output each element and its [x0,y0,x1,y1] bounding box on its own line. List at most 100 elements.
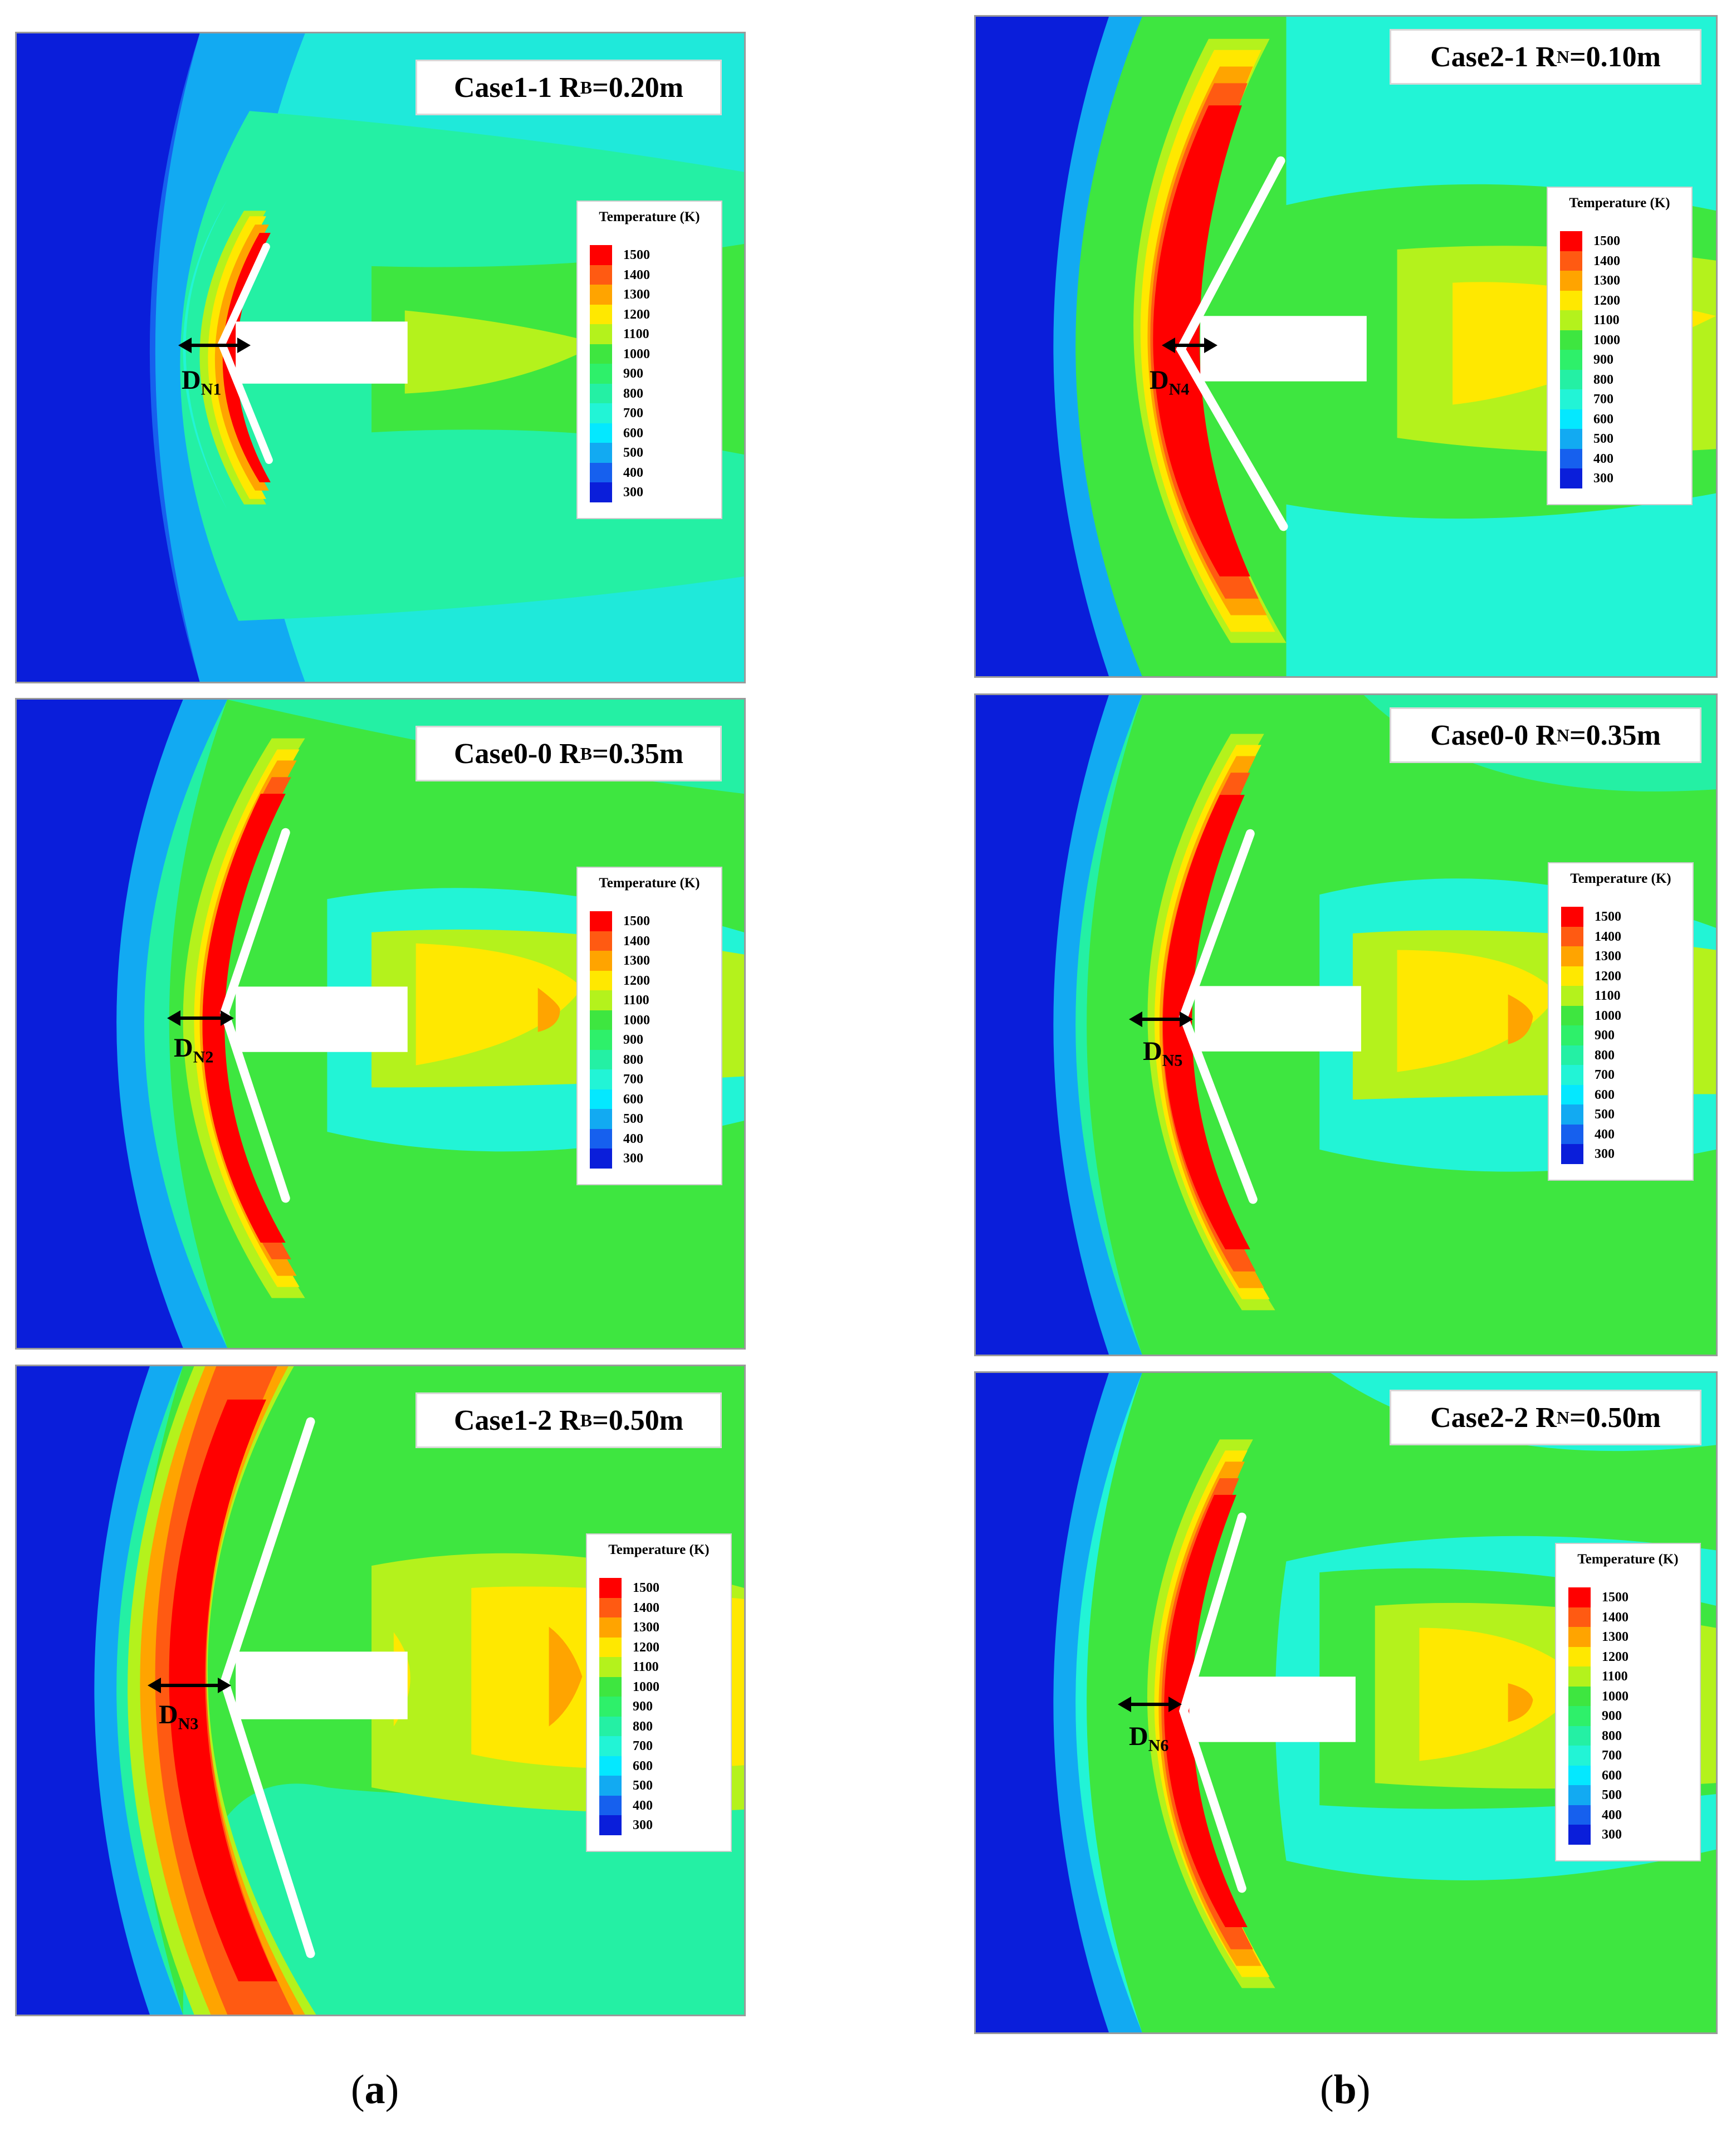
legend-swatch [599,1776,622,1796]
legend-swatch [599,1756,622,1776]
legend-label: 600 [623,1092,643,1107]
legend-label: 700 [1602,1748,1622,1763]
thickness-label-main: D [1129,1722,1148,1751]
legend-label: 1400 [1595,929,1621,944]
legend-label: 1500 [1595,910,1621,924]
legend-swatch [590,1010,612,1030]
legend-swatch [1560,231,1582,251]
legend-swatch [1568,1805,1591,1825]
legend-swatch [1561,1045,1583,1065]
panel-title: Case1-2 R B =0.50m [415,1392,722,1448]
legend-label: 1000 [1593,333,1620,348]
legend-swatch [1560,330,1582,350]
panel-case1-1: Case1-1 R B =0.20m DN1 Temperature (K) 1500… [15,32,746,683]
legend-swatch [590,990,612,1010]
legend-label: 300 [1593,471,1613,486]
thickness-label: DN1 [182,365,221,399]
panel-case0-0-b: Case0-0 R N =0.35m DN5 Temperature (K) 1500… [974,693,1718,1356]
caption-b-letter: b [1333,2067,1357,2113]
legend-label: 700 [633,1739,653,1753]
legend-label: 800 [1602,1728,1622,1743]
legend-swatch [1568,1825,1591,1845]
legend-label: 1000 [1602,1689,1629,1704]
title-tail: =0.35m [1569,719,1661,751]
temperature-field [17,700,744,1348]
legend-label: 1300 [633,1620,659,1635]
legend-label: 900 [1593,353,1613,367]
panel-case0-0-a: Case0-0 R B =0.35m DN2 Temperature (K) 1500… [15,698,746,1350]
legend-swatch [590,1049,612,1069]
legend-label: 1500 [1602,1590,1629,1605]
temperature-legend: Temperature (K) 1500 1400 1300 1200 1100 1000 9… [576,201,722,519]
temperature-field [976,695,1716,1355]
legend-swatch [599,1716,622,1736]
legend-swatch [1561,926,1583,946]
title-tail: =0.50m [592,1404,684,1436]
legend-swatch [599,1657,622,1677]
title-text: Case2-1 R [1430,41,1557,73]
legend-label: 1500 [1593,234,1620,248]
thickness-label-sub: N1 [201,380,222,399]
legend-label: 400 [623,1131,643,1146]
temperature-legend: Temperature (K) 1500 1400 1300 1200 1100 1000 9… [1547,187,1693,505]
legend-label: 500 [623,1112,643,1126]
legend-swatch [1560,448,1582,468]
legend-swatch [590,245,612,265]
legend-label: 300 [623,485,643,500]
legend-label: 500 [623,446,643,460]
legend-label: 900 [623,366,643,381]
legend-label: 1100 [1595,989,1621,1003]
legend-swatch [590,462,612,482]
legend-swatch [590,1089,612,1109]
legend-label: 1400 [1593,253,1620,268]
legend-swatch [1568,1726,1591,1746]
legend-swatch [590,443,612,463]
legend-swatch [599,1597,622,1617]
legend-swatch [599,1815,622,1835]
title-subscript: B [580,1410,593,1430]
legend-label: 1200 [1593,293,1620,308]
legend-swatch [1561,907,1583,927]
legend-label: 1100 [633,1660,659,1674]
panel-case2-2: Case2-2 R N =0.50m DN6 Temperature (K) 1500… [974,1371,1718,2034]
temperature-legend: Temperature (K) 1500 1400 1300 1200 1100 1000 9… [1548,862,1694,1181]
legend-label: 400 [1593,451,1613,466]
legend-swatch [1561,1144,1583,1164]
title-text: Case0-0 R [453,737,580,770]
legend-label: 300 [633,1818,653,1832]
legend-title: Temperature (K) [1577,1552,1679,1567]
legend-swatch [590,403,612,423]
legend-swatch [1560,290,1582,310]
legend-swatch [1568,1686,1591,1706]
legend-label: 900 [1602,1709,1622,1723]
thickness-label-main: D [159,1700,178,1729]
legend-label: 1100 [623,327,649,341]
legend-label: 500 [633,1778,653,1793]
panel-case1-2: Case1-2 R B =0.50m DN3 Temperature (K) 1500… [15,1365,746,2016]
double-arrow-icon [1129,1011,1193,1027]
legend-swatch [1560,429,1582,449]
title-subscript: N [1556,46,1569,67]
double-arrow-icon [148,1678,231,1693]
thickness-label: DN2 [174,1033,213,1067]
legend-swatch [1561,986,1583,1006]
title-tail: =0.20m [592,71,684,104]
legend-label: 1000 [633,1679,659,1694]
legend-swatch [1568,1706,1591,1726]
legend-label: 1300 [623,287,650,302]
title-subscript: N [1556,1407,1569,1428]
double-arrow-icon [167,1010,234,1026]
legend-swatch [590,1148,612,1169]
legend-swatch [1560,251,1582,271]
legend-swatch [1561,1005,1583,1025]
temperature-legend: Temperature (K) 1500 1400 1300 1200 1100 1000 9… [1555,1543,1701,1861]
legend-swatch [1568,1646,1591,1666]
legend-swatch [590,1109,612,1129]
thickness-label-sub: N2 [193,1048,214,1067]
legend-label: 400 [1595,1127,1615,1142]
legend-swatch [1568,1666,1591,1687]
legend-label: 1100 [1593,313,1620,328]
legend-label: 1200 [1595,969,1621,984]
legend-title: Temperature (K) [1570,871,1671,886]
temperature-field [17,1366,744,2015]
